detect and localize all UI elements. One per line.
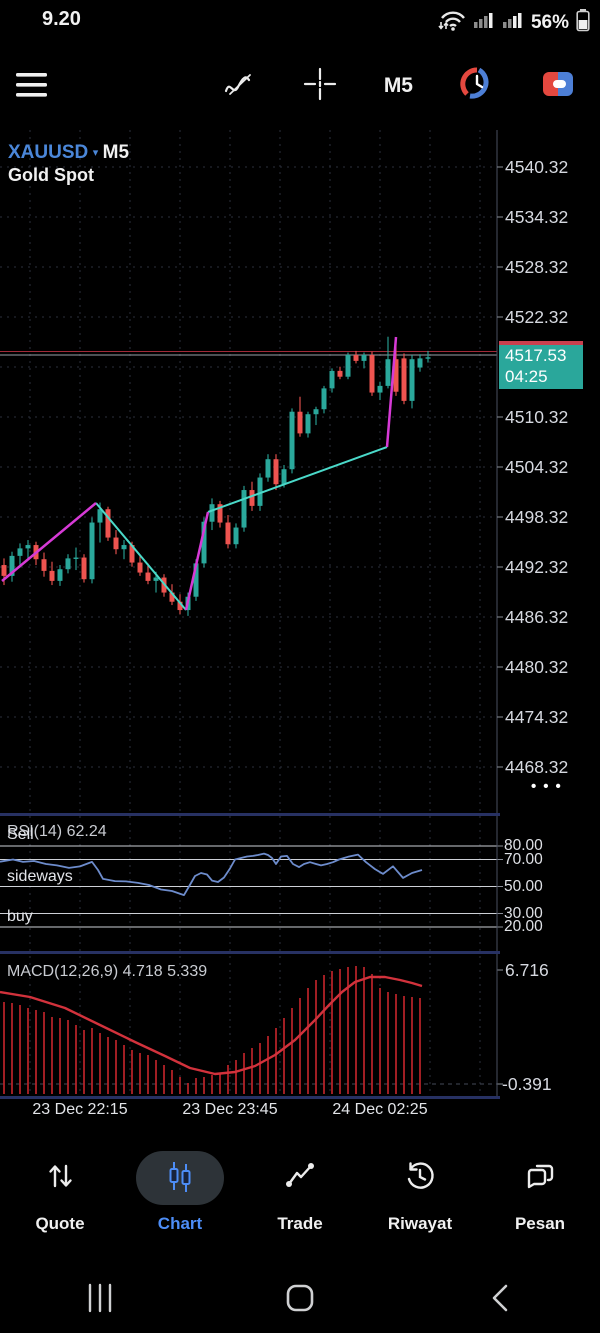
zigzag-indicator bbox=[1, 336, 398, 611]
home-button[interactable] bbox=[200, 1268, 400, 1328]
nav-item-riwayat[interactable]: Riwayat bbox=[360, 1145, 480, 1245]
battery-percent: 56% bbox=[530, 11, 569, 33]
nav-label-riwayat: Riwayat bbox=[387, 1214, 453, 1233]
price-axis-label: 4486.32 bbox=[505, 607, 569, 627]
bottom-navigation: Quote Chart Trade bbox=[0, 1145, 600, 1245]
history-icon bbox=[404, 1160, 436, 1197]
price-axis-label: 4522.32 bbox=[505, 307, 569, 327]
price-axis-label: 4504.32 bbox=[505, 457, 569, 477]
signal-icon bbox=[502, 9, 524, 36]
chart-gridlines bbox=[0, 130, 497, 1096]
signal-icon bbox=[473, 9, 495, 36]
line-chart-icon[interactable] bbox=[222, 67, 256, 106]
rsi-buy-level-label: buy bbox=[7, 908, 33, 925]
rsi-panel bbox=[0, 845, 497, 928]
price-axis-label: 4498.32 bbox=[505, 507, 569, 527]
back-button[interactable] bbox=[400, 1268, 600, 1328]
nav-item-quote[interactable]: Quote bbox=[0, 1145, 120, 1245]
candlesticks bbox=[1, 336, 431, 616]
nav-label-pesan: Pesan bbox=[514, 1214, 566, 1233]
battery-icon bbox=[576, 8, 590, 37]
arrows-updown-icon bbox=[45, 1161, 75, 1196]
objects-icon[interactable] bbox=[541, 70, 575, 103]
status-bar: 9.20 bbox=[0, 0, 600, 42]
bid-ask-lines bbox=[0, 350, 497, 356]
price-axis-label: 4474.32 bbox=[505, 707, 569, 727]
chart-canvas[interactable] bbox=[0, 0, 600, 1130]
macd-indicator-label[interactable]: MACD(12,26,9) 4.718 5.339 bbox=[7, 963, 208, 980]
rsi-indicator-label[interactable]: RSI(14) 62.24 bbox=[7, 823, 107, 840]
nav-item-pesan[interactable]: Pesan bbox=[480, 1145, 600, 1245]
rsi-level-label: 70.00 bbox=[504, 850, 543, 868]
rsi-sell-level-label: Sell bbox=[7, 826, 34, 843]
price-axis-label: 4468.32 bbox=[505, 757, 569, 777]
macd-min-label: -0.391 bbox=[502, 1074, 552, 1094]
price-axis-label: 4540.32 bbox=[505, 157, 569, 177]
timeframe-label: M5 bbox=[102, 142, 130, 163]
chevron-down-icon[interactable]: ▾ bbox=[92, 147, 99, 159]
axis-borders bbox=[0, 130, 503, 1099]
time-axis-label: 23 Dec 23:45 bbox=[182, 1101, 278, 1118]
price-axis-label: 4510.32 bbox=[505, 407, 569, 427]
nav-label-chart: Chart bbox=[157, 1214, 203, 1233]
time-axis-label: 23 Dec 22:15 bbox=[32, 1101, 128, 1118]
rsi-level-label: 30.00 bbox=[504, 904, 543, 922]
chat-icon bbox=[524, 1160, 556, 1197]
rsi-level-label: 50.00 bbox=[504, 877, 543, 895]
price-axis-label: 4534.32 bbox=[505, 207, 569, 227]
nav-item-trade[interactable]: Trade bbox=[240, 1145, 360, 1245]
chart-toolbar: M5 bbox=[0, 52, 600, 118]
rsi-sideways-level-label: sideways bbox=[7, 868, 73, 885]
macd-max-label: 6.716 bbox=[505, 960, 549, 980]
wifi-icon bbox=[434, 8, 466, 37]
symbol-label[interactable]: XAUUSD bbox=[8, 142, 89, 163]
candles-icon bbox=[164, 1160, 196, 1197]
nav-label-trade: Trade bbox=[277, 1214, 323, 1233]
indicators-icon[interactable] bbox=[459, 66, 495, 107]
price-axis-label: 4480.32 bbox=[505, 657, 569, 677]
price-axis-label: 4492.32 bbox=[505, 557, 569, 577]
menu-icon[interactable] bbox=[16, 72, 47, 103]
nav-label-quote: Quote bbox=[35, 1214, 85, 1233]
symbol-description: Gold Spot bbox=[8, 164, 94, 185]
last-price-badge: 4517.53 04:25 bbox=[499, 341, 583, 389]
last-candle-countdown: 04:25 bbox=[505, 367, 548, 386]
rsi-level-label: 20.00 bbox=[504, 918, 543, 935]
price-axis-more-icon[interactable]: ••• bbox=[531, 778, 568, 795]
chart-header[interactable]: XAUUSD ▾ M5 Gold Spot bbox=[8, 142, 129, 186]
clock-time: 9.20 bbox=[42, 8, 81, 30]
rsi-level-label: 80.00 bbox=[504, 837, 543, 854]
recents-button[interactable] bbox=[0, 1268, 200, 1328]
price-axis-label: 4528.32 bbox=[505, 257, 569, 277]
time-axis-label: 24 Dec 02:25 bbox=[332, 1101, 428, 1118]
macd-panel bbox=[0, 966, 497, 1094]
nav-item-chart[interactable]: Chart bbox=[120, 1145, 240, 1245]
trend-icon bbox=[284, 1160, 316, 1197]
android-navigation-bar bbox=[0, 1268, 600, 1328]
timeframe-button[interactable]: M5 bbox=[383, 74, 413, 97]
crosshair-icon[interactable] bbox=[302, 66, 338, 107]
last-price: 4517.53 bbox=[505, 346, 567, 365]
